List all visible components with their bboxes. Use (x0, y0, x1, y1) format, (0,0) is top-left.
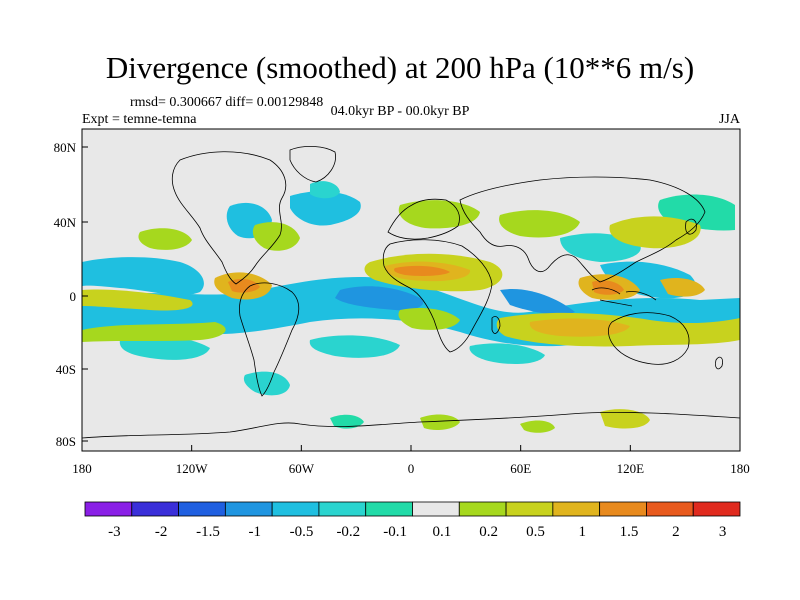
period-line: 04.0kyr BP - 00.0kyr BP (330, 104, 470, 119)
coast-north-america (171, 151, 287, 285)
neg-core-indian-ocean (500, 289, 575, 315)
season-label: JJA (718, 112, 740, 127)
colorbar-swatch (646, 501, 694, 517)
pos-east-pacific-equator (82, 289, 193, 311)
x-tick-label: 60W (289, 461, 315, 476)
colorbar-label: -0.1 (383, 524, 407, 540)
colorbar-swatch (505, 501, 554, 517)
pos-south-indian-core (529, 318, 630, 337)
pos-south-pacific-band (82, 322, 226, 342)
pos-antarctic-4 (520, 420, 555, 433)
colorbar-swatch (458, 501, 507, 517)
x-tick-label: 60E (510, 461, 531, 476)
x-tick-label: 180 (72, 461, 92, 476)
coast-asia (459, 176, 706, 283)
colorbar-swatch (84, 501, 133, 517)
neg-pacific-north (82, 257, 204, 296)
x-tick-label: 180 (730, 461, 750, 476)
coast-antarctica (82, 411, 740, 439)
pos-antarctic-3 (330, 414, 364, 429)
x-tick-label: 120W (176, 461, 209, 476)
colorbar-swatch (599, 501, 647, 517)
colorbar-swatch (365, 501, 413, 517)
pos-antarctic-1 (420, 414, 460, 430)
expt-line: Expt = temne-temna (82, 112, 197, 127)
colorbar-swatch (692, 501, 741, 517)
coast-japan (685, 218, 697, 235)
x-axis-ticks: 180 120W 60W 0 60E 120E 180 (72, 445, 750, 476)
colorbar-label: -0.2 (336, 524, 360, 540)
colorbar-swatch (412, 501, 460, 517)
pos-central-america-core (228, 278, 260, 293)
pos-north-atlantic (252, 222, 300, 251)
y-tick-label: 80N (54, 140, 77, 155)
divergence-field (82, 181, 740, 433)
coast-africa (382, 239, 493, 353)
y-tick-label: 40N (54, 215, 77, 230)
colorbar-label: 2 (672, 524, 680, 540)
x-tick-label: 120E (617, 461, 645, 476)
pos-south-atlantic (398, 308, 460, 330)
colorbar-swatch (271, 501, 320, 517)
colorbar-swatch (178, 501, 226, 517)
y-tick-label: 40S (56, 362, 76, 377)
colorbar-label: -2 (155, 524, 168, 540)
colorbar-swatch (552, 501, 601, 517)
neg-south-pacific (119, 335, 210, 360)
pos-antarctic-2 (600, 409, 650, 429)
coast-indonesia (591, 287, 657, 307)
coastlines (82, 146, 740, 439)
neg-core-equatorial-africa (335, 286, 424, 311)
y-axis-ticks: 80N 40N 0 40S 80S (54, 140, 88, 449)
coast-europe (387, 198, 460, 240)
stats-line: rmsd= 0.300667 diff= 0.00129848 (130, 95, 324, 110)
colorbar-label: 0.2 (479, 524, 498, 540)
colorbar: -3 -2 -1.5 -1 -0.5 -0.2 -0.1 0.1 0.2 0.5 1 1.5 2 3 (84, 501, 741, 540)
pos-far-east-core (660, 278, 705, 297)
neg-arctic-patch (310, 181, 340, 199)
coast-madagascar (491, 316, 501, 334)
coast-australia (608, 312, 690, 365)
y-tick-label: 80S (56, 434, 76, 449)
pos-east-asia (609, 216, 701, 249)
colorbar-label: -3 (108, 524, 121, 540)
neg-south-america-tip (243, 371, 290, 396)
colorbar-label: 0.1 (433, 524, 452, 540)
colorbar-label: -0.5 (290, 524, 314, 540)
colorbar-label: 1 (579, 524, 587, 540)
coast-greenland (289, 146, 336, 183)
x-tick-label: 0 (408, 461, 415, 476)
neg-north-atlantic (290, 191, 361, 226)
colorbar-label: 1.5 (620, 524, 639, 540)
map-title: Divergence (smoothed) at 200 hPa (10**6 … (105, 50, 695, 85)
y-tick-label: 0 (70, 289, 77, 304)
coast-new-zealand (715, 356, 723, 370)
pos-central-asia (499, 210, 580, 238)
colorbar-swatch (224, 501, 273, 517)
colorbar-swatch (318, 501, 367, 517)
coast-south-america (239, 282, 300, 397)
colorbar-label: 3 (719, 524, 727, 540)
colorbar-label: -1 (249, 524, 262, 540)
neg-south-atlantic (309, 335, 400, 358)
neg-indian-south (469, 343, 545, 365)
colorbar-swatch (131, 501, 179, 517)
colorbar-label: 0.5 (526, 524, 545, 540)
pos-north-africa-max (394, 265, 450, 276)
colorbar-label: -1.5 (196, 524, 220, 540)
pos-north-pacific (138, 228, 192, 250)
